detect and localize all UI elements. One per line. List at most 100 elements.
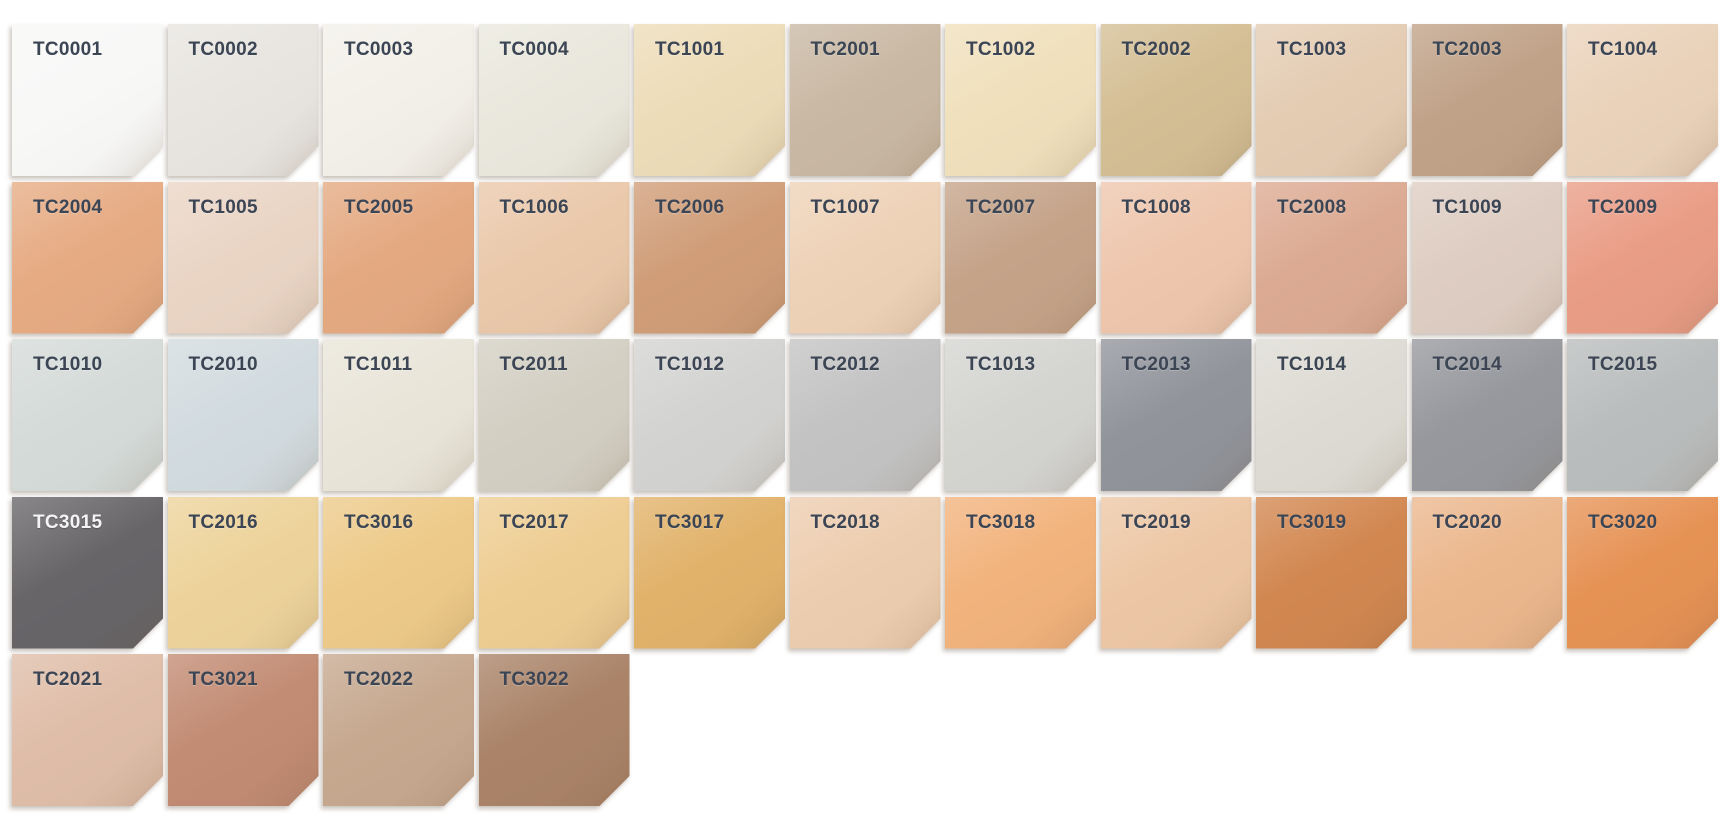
- color-swatch-tc1006[interactable]: TC1006: [479, 182, 630, 334]
- swatch-color-area[interactable]: TC1012: [634, 339, 785, 491]
- swatch-color-area[interactable]: TC2007: [945, 182, 1096, 334]
- color-swatch-tc3020[interactable]: TC3020: [1567, 497, 1718, 649]
- swatch-code-label: TC2002: [1121, 39, 1191, 60]
- swatch-color-area[interactable]: TC2010: [168, 339, 319, 491]
- swatch-color-area[interactable]: TC2020: [1412, 497, 1563, 649]
- swatch-color-area[interactable]: TC0001: [12, 24, 163, 176]
- color-swatch-tc2011[interactable]: TC2011: [479, 339, 630, 491]
- swatch-color-area[interactable]: TC2013: [1101, 339, 1252, 491]
- color-swatch-tc3017[interactable]: TC3017: [634, 497, 785, 649]
- color-swatch-tc2012[interactable]: TC2012: [790, 339, 941, 491]
- color-swatch-tc1005[interactable]: TC1005: [168, 182, 319, 334]
- color-swatch-tc0001[interactable]: TC0001: [12, 24, 163, 176]
- color-swatch-tc2008[interactable]: TC2008: [1256, 182, 1407, 334]
- color-swatch-tc1001[interactable]: TC1001: [634, 24, 785, 176]
- color-swatch-tc1009[interactable]: TC1009: [1412, 182, 1563, 334]
- color-swatch-tc2001[interactable]: TC2001: [790, 24, 941, 176]
- color-swatch-tc3021[interactable]: TC3021: [168, 654, 319, 806]
- swatch-color-area[interactable]: TC2008: [1256, 182, 1407, 334]
- swatch-color-area[interactable]: TC3015: [12, 497, 163, 649]
- color-swatch-tc1014[interactable]: TC1014: [1256, 339, 1407, 491]
- swatch-code-label: TC2011: [499, 354, 568, 375]
- color-swatch-tc3016[interactable]: TC3016: [323, 497, 474, 649]
- color-swatch-tc2003[interactable]: TC2003: [1412, 24, 1563, 176]
- color-swatch-tc2019[interactable]: TC2019: [1101, 497, 1252, 649]
- color-swatch-tc1002[interactable]: TC1002: [945, 24, 1096, 176]
- color-swatch-tc1012[interactable]: TC1012: [634, 339, 785, 491]
- color-swatch-tc1013[interactable]: TC1013: [945, 339, 1096, 491]
- swatch-color-area[interactable]: TC3016: [323, 497, 474, 649]
- color-swatch-tc2005[interactable]: TC2005: [323, 182, 474, 334]
- color-swatch-tc0003[interactable]: TC0003: [323, 24, 474, 176]
- color-swatch-tc3019[interactable]: TC3019: [1256, 497, 1407, 649]
- swatch-color-area[interactable]: TC3019: [1256, 497, 1407, 649]
- swatch-code-label: TC3019: [1277, 511, 1347, 533]
- swatch-color-area[interactable]: TC0002: [168, 24, 319, 176]
- color-swatch-tc0002[interactable]: TC0002: [168, 24, 319, 176]
- swatch-color-area[interactable]: TC0003: [323, 24, 474, 176]
- color-swatch-tc2014[interactable]: TC2014: [1412, 339, 1563, 491]
- color-swatch-tc1010[interactable]: TC1010: [12, 339, 163, 491]
- color-swatch-tc0004[interactable]: TC0004: [479, 24, 630, 176]
- swatch-color-area[interactable]: TC3021: [168, 654, 319, 806]
- color-swatch-tc2002[interactable]: TC2002: [1101, 24, 1252, 176]
- color-swatch-tc2013[interactable]: TC2013: [1101, 339, 1252, 491]
- swatch-color-area[interactable]: TC2001: [790, 24, 941, 176]
- swatch-color-area[interactable]: TC2011: [479, 339, 630, 491]
- swatch-color-area[interactable]: TC3018: [945, 497, 1096, 649]
- color-swatch-tc1011[interactable]: TC1011: [323, 339, 474, 491]
- color-swatch-tc2007[interactable]: TC2007: [945, 182, 1096, 334]
- swatch-color-area[interactable]: TC1006: [479, 182, 630, 334]
- swatch-color-area[interactable]: TC2003: [1412, 24, 1563, 176]
- swatch-color-area[interactable]: TC3020: [1567, 497, 1718, 649]
- color-swatch-tc2004[interactable]: TC2004: [12, 182, 163, 334]
- color-swatch-tc2010[interactable]: TC2010: [168, 339, 319, 491]
- swatch-color-area[interactable]: TC2012: [790, 339, 941, 491]
- swatch-color-area[interactable]: TC2016: [168, 497, 319, 649]
- swatch-color-area[interactable]: TC2014: [1412, 339, 1563, 491]
- swatch-color-area[interactable]: TC2018: [790, 497, 941, 649]
- color-swatch-tc2022[interactable]: TC2022: [323, 654, 474, 806]
- color-swatch-tc2021[interactable]: TC2021: [12, 654, 163, 806]
- swatch-color-area[interactable]: TC1001: [634, 24, 785, 176]
- color-swatch-tc3022[interactable]: TC3022: [479, 654, 630, 806]
- swatch-color-area[interactable]: TC2017: [479, 497, 630, 649]
- swatch-color-area[interactable]: TC1014: [1256, 339, 1407, 491]
- swatch-color-area[interactable]: TC2005: [323, 182, 474, 334]
- color-swatch-tc1004[interactable]: TC1004: [1567, 24, 1718, 176]
- swatch-color-area[interactable]: TC1008: [1101, 182, 1252, 334]
- swatch-color-area[interactable]: TC1009: [1412, 182, 1563, 334]
- swatch-color-area[interactable]: TC2009: [1567, 182, 1718, 334]
- swatch-color-area[interactable]: TC1011: [323, 339, 474, 491]
- color-swatch-tc1008[interactable]: TC1008: [1101, 182, 1252, 334]
- color-swatch-tc1003[interactable]: TC1003: [1256, 24, 1407, 176]
- swatch-color-area[interactable]: TC2022: [323, 654, 474, 806]
- color-swatch-tc2017[interactable]: TC2017: [479, 497, 630, 649]
- swatch-color-area[interactable]: TC2004: [12, 182, 163, 334]
- swatch-color-area[interactable]: TC3017: [634, 497, 785, 649]
- color-swatch-tc3018[interactable]: TC3018: [945, 497, 1096, 649]
- swatch-code-label: TC1002: [966, 39, 1036, 60]
- swatch-color-area[interactable]: TC0004: [479, 24, 630, 176]
- color-swatch-tc3015[interactable]: TC3015: [12, 497, 163, 649]
- swatch-color-area[interactable]: TC1013: [945, 339, 1096, 491]
- color-swatch-tc2016[interactable]: TC2016: [168, 497, 319, 649]
- swatch-color-area[interactable]: TC1004: [1567, 24, 1718, 176]
- color-swatch-tc2015[interactable]: TC2015: [1567, 339, 1718, 491]
- color-swatch-tc1007[interactable]: TC1007: [790, 182, 941, 334]
- color-swatch-tc2009[interactable]: TC2009: [1567, 182, 1718, 334]
- swatch-color-area[interactable]: TC3022: [479, 654, 630, 806]
- swatch-color-area[interactable]: TC1003: [1256, 24, 1407, 176]
- swatch-color-area[interactable]: TC1007: [790, 182, 941, 334]
- swatch-color-area[interactable]: TC2015: [1567, 339, 1718, 491]
- swatch-color-area[interactable]: TC2002: [1101, 24, 1252, 176]
- color-swatch-tc2020[interactable]: TC2020: [1412, 497, 1563, 649]
- swatch-color-area[interactable]: TC1002: [945, 24, 1096, 176]
- swatch-color-area[interactable]: TC1010: [12, 339, 163, 491]
- color-swatch-tc2006[interactable]: TC2006: [634, 182, 785, 334]
- swatch-color-area[interactable]: TC2019: [1101, 497, 1252, 649]
- swatch-color-area[interactable]: TC1005: [168, 182, 319, 334]
- swatch-color-area[interactable]: TC2021: [12, 654, 163, 806]
- swatch-color-area[interactable]: TC2006: [634, 182, 785, 334]
- color-swatch-tc2018[interactable]: TC2018: [790, 497, 941, 649]
